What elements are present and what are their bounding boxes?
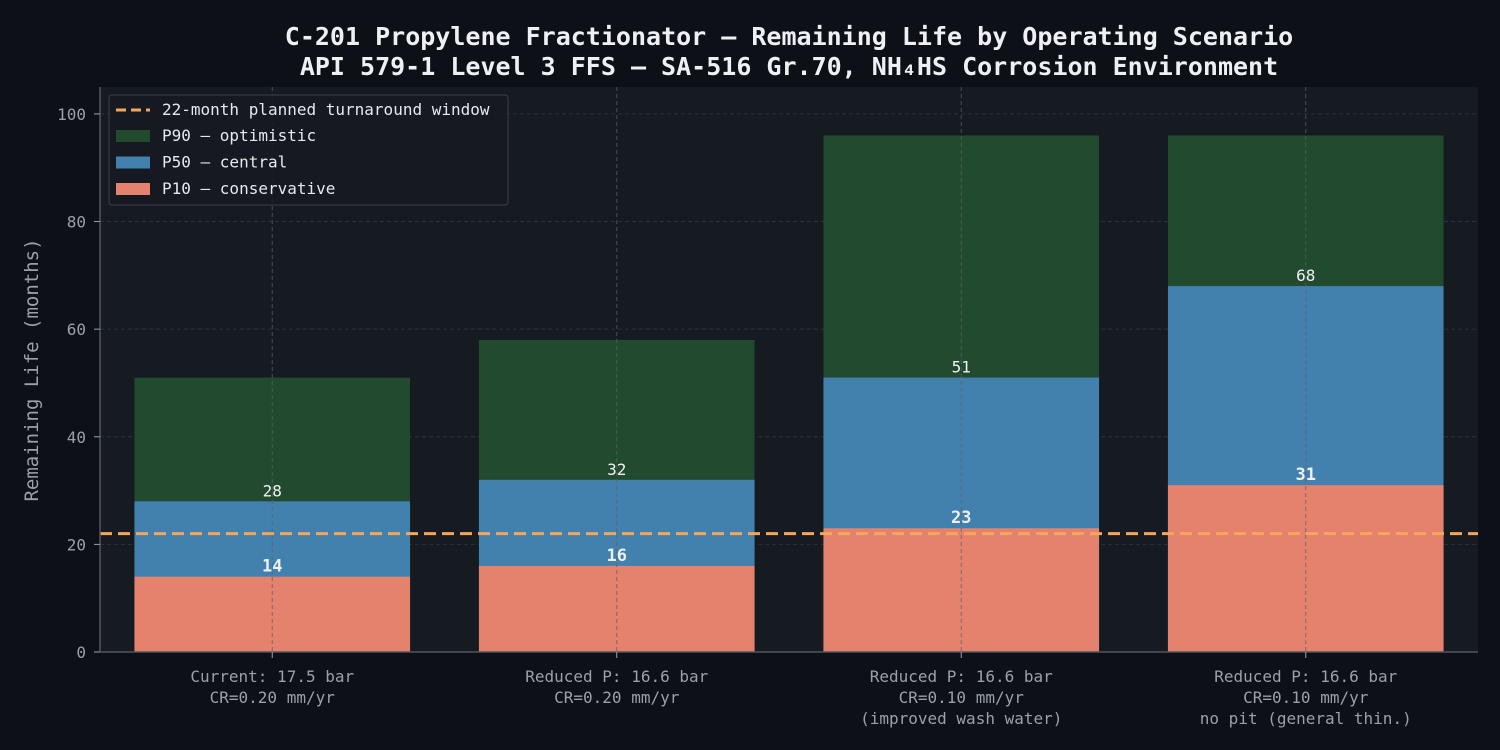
x-tick-label-3: Reduced P: 16.6 bar CR=0.10 mm/yr no pit (… <box>1200 667 1412 728</box>
legend-label-series-2: P10 – conservative <box>162 179 335 198</box>
legend-swatch-series-0 <box>116 130 150 142</box>
y-tick-label: 100 <box>57 105 86 124</box>
x-tick-label-line: no pit (general thin.) <box>1200 709 1412 728</box>
x-grid <box>271 87 1307 652</box>
legend-swatch-series-2 <box>116 183 150 195</box>
x-tick-label-line: Reduced P: 16.6 bar <box>525 667 708 686</box>
data-label-series-2-cat-3: 31 <box>1296 465 1316 485</box>
x-tick-label-line: Reduced P: 16.6 bar <box>870 667 1053 686</box>
bar-series-2-cat-3 <box>1167 485 1444 652</box>
x-tick-label-line: CR=0.20 mm/yr <box>554 688 680 707</box>
x-tick-label-1: Reduced P: 16.6 bar CR=0.20 mm/yr <box>525 667 708 707</box>
legend-label-reference: 22-month planned turnaround window <box>162 100 490 119</box>
y-tick-label: 40 <box>67 428 86 447</box>
x-tick-label-line: CR=0.10 mm/yr <box>899 688 1025 707</box>
data-label-series-2-cat-1: 16 <box>607 546 627 566</box>
x-tick-label-line: CR=0.20 mm/yr <box>210 688 336 707</box>
x-tick-label-line: (improved wash water) <box>860 709 1062 728</box>
y-tick-label: 0 <box>76 643 86 662</box>
data-label-series-2-cat-2: 23 <box>951 508 971 528</box>
data-label-series-1-cat-3: 68 <box>1296 266 1315 285</box>
axes: 0 20 40 60 80 100 Current: 17.5 bar CR=0.20 mm/… <box>57 87 1478 728</box>
y-tick-label: 60 <box>67 320 86 339</box>
legend-swatch-series-1 <box>116 156 150 169</box>
x-tick-label-line: CR=0.10 mm/yr <box>1243 688 1369 707</box>
legend-label-series-0: P90 – optimistic <box>162 126 316 145</box>
x-tick-label-line: Reduced P: 16.6 bar <box>1214 667 1397 686</box>
y-tick-label: 20 <box>67 535 86 554</box>
x-tick-label-line: Current: 17.5 bar <box>190 667 354 686</box>
chart-subtitle: API 579-1 Level 3 FFS – SA-516 Gr.70, NH… <box>300 52 1278 81</box>
bar-series-2-cat-2 <box>823 528 1100 652</box>
legend: 22-month planned turnaround window P90 – … <box>108 94 509 206</box>
chart-title: C-201 Propylene Fractionator – Remaining… <box>285 22 1293 51</box>
x-tick-label-2: Reduced P: 16.6 bar CR=0.10 mm/yr (improve… <box>860 667 1062 728</box>
data-label-series-1-cat-1: 32 <box>607 460 626 479</box>
legend-label-series-1: P50 – central <box>162 153 287 172</box>
data-label-series-1-cat-2: 51 <box>952 358 971 377</box>
y-tick-label: 80 <box>67 213 86 232</box>
data-labels: 28 32 51 68 14 16 23 31 <box>262 266 1316 577</box>
data-label-series-1-cat-0: 28 <box>263 481 282 500</box>
data-label-series-2-cat-0: 14 <box>262 557 282 577</box>
legend-box <box>108 94 509 206</box>
x-tick-label-0: Current: 17.5 bar CR=0.20 mm/yr <box>190 667 354 707</box>
y-axis-label: Remaining Life (months) <box>21 238 43 501</box>
